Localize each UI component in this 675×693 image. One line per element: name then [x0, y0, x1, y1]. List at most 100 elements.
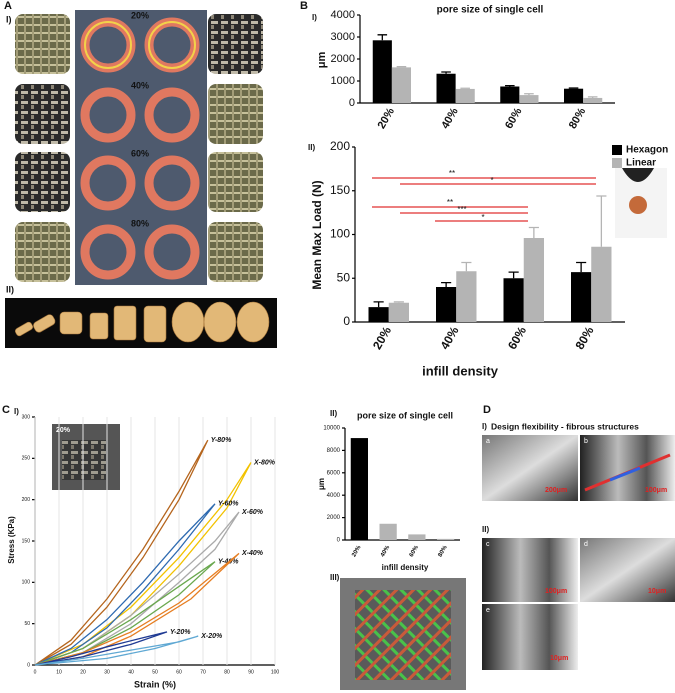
- y-tick-label: 10000: [323, 426, 340, 432]
- sem-tag: e: [486, 607, 490, 614]
- x-tick-label: 80%: [567, 106, 589, 131]
- curve-label: Y-20%: [170, 629, 191, 636]
- error-bar: [576, 261, 587, 273]
- curve-label: X-60%: [241, 509, 264, 516]
- cylinders: [15, 301, 270, 343]
- y-tick-label: 6000: [327, 470, 341, 476]
- rings: [80, 17, 200, 280]
- photo-tile: [15, 84, 70, 144]
- legend-label: Linear: [626, 158, 656, 169]
- bar: [591, 246, 612, 322]
- sub-label: II): [6, 284, 14, 294]
- y-tick-label: 8000: [327, 448, 341, 454]
- y-tick-label: 4000: [331, 9, 355, 21]
- curve-label: X-80%: [253, 459, 276, 466]
- scale-bar-label: 10μm: [648, 588, 666, 595]
- sub-label: I): [6, 14, 12, 24]
- sem-image: [482, 435, 578, 501]
- y-tick-label: 0: [349, 97, 355, 109]
- y-tick-label: 200: [330, 139, 350, 153]
- scale-bar-label: 100μm: [645, 487, 667, 494]
- d-title: Design flexibility - fibrous structures: [491, 421, 639, 431]
- sub-label: I): [14, 407, 19, 416]
- panel-label: A: [4, 0, 12, 12]
- rendering-background: [75, 10, 207, 285]
- x-tick-label: 40%: [439, 106, 461, 131]
- sem-image: [580, 538, 675, 602]
- x-axis-label: Strain (%): [134, 679, 176, 689]
- legend-label: Hexagon: [626, 145, 668, 156]
- x-tick-label: 100: [271, 669, 280, 675]
- sem-image: [482, 538, 578, 602]
- y-axis-label: Stress (KPa): [7, 516, 16, 564]
- y-tick-label: 200: [22, 497, 31, 503]
- bar: [456, 271, 477, 322]
- error-bar: [441, 281, 452, 287]
- sub-label: II): [308, 143, 315, 152]
- sem-tag: a: [486, 438, 490, 445]
- x-tick-label: 90: [248, 669, 254, 675]
- error-bar: [505, 84, 515, 87]
- error-bar: [460, 87, 470, 89]
- x-axis-label: infill density: [382, 563, 429, 572]
- photo-tile: [208, 222, 263, 282]
- photo-tile: [15, 14, 70, 74]
- infill-label: 20%: [131, 10, 149, 20]
- stress-strain-curve: [34, 503, 216, 666]
- y-axis-label: Mean Max Load (N): [310, 180, 324, 289]
- bar: [436, 73, 456, 103]
- y-tick-label: 250: [22, 456, 31, 462]
- inset-photo-mesh: [62, 440, 106, 480]
- x-tick-label: 20%: [376, 106, 398, 131]
- chart-title: pore size of single cell: [437, 5, 544, 16]
- test-photo-sample: [629, 196, 647, 214]
- sem-images: [482, 435, 675, 670]
- significance: *: [481, 213, 484, 222]
- sub-label: I): [312, 13, 317, 22]
- bar: [408, 534, 426, 540]
- photo-tile: [208, 152, 263, 212]
- inset-label: 20%: [56, 427, 71, 434]
- sub-label: III): [330, 573, 340, 582]
- curve-label: X-20%: [200, 633, 223, 640]
- x-tick-label: 0: [34, 669, 37, 675]
- bar: [500, 86, 520, 103]
- photo-tile: [15, 222, 70, 282]
- curve-label: Y-60%: [218, 501, 239, 508]
- photo-tile: [208, 84, 263, 144]
- bar: [519, 95, 539, 103]
- x-tick-label: 30: [104, 669, 110, 675]
- stress-strain-curve: [34, 635, 199, 666]
- sub-label: II): [482, 525, 489, 534]
- x-tick-label: 20%: [370, 324, 394, 352]
- bar: [379, 523, 397, 540]
- infill-label: 60%: [131, 148, 149, 158]
- y-tick-label: 100: [22, 580, 31, 586]
- error-bar: [568, 87, 579, 89]
- infill-label: 80%: [131, 218, 149, 228]
- bar: [571, 272, 592, 322]
- curve-label: Y-80%: [211, 437, 232, 444]
- stress-strain-curve: [34, 631, 168, 666]
- y-tick-label: 150: [330, 183, 350, 197]
- panel-label: C: [2, 404, 10, 416]
- x-tick-label: 60%: [409, 544, 421, 558]
- photo-tile: [15, 152, 70, 212]
- bar: [564, 88, 584, 103]
- stress-strain-curve: [34, 561, 216, 666]
- y-tick-label: 1000: [331, 75, 355, 87]
- x-tick-label: 20: [80, 669, 86, 675]
- x-axis-label: infill density: [422, 363, 499, 378]
- sem-tag: c: [486, 541, 490, 548]
- bar: [391, 67, 411, 103]
- y-tick-label: 300: [22, 414, 31, 420]
- fiber-overlay: [609, 466, 641, 482]
- y-axis-label: μm: [316, 52, 328, 69]
- scale-bar-label: 200μm: [545, 487, 567, 494]
- y-tick-label: 50: [337, 270, 351, 284]
- bar: [368, 307, 389, 322]
- scaffold-photo-pattern: [355, 590, 451, 680]
- x-tick-label: 80%: [438, 544, 450, 558]
- panel-label: B: [300, 0, 308, 12]
